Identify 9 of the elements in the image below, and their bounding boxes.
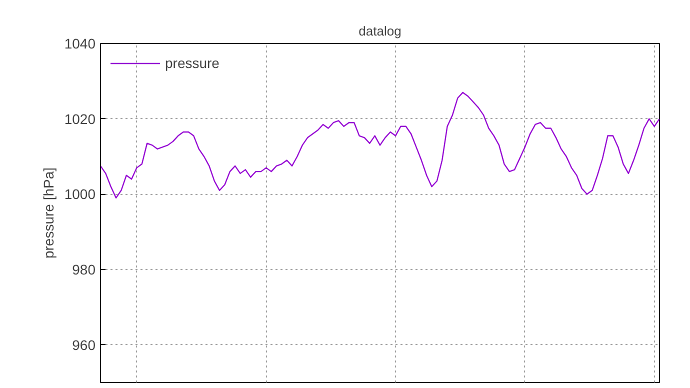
legend-label: pressure (165, 55, 220, 71)
line-series (100, 92, 660, 199)
y-axis-title: pressure [hPa] (40, 167, 56, 259)
chart-title: datalog (358, 24, 402, 38)
y-tick-label: 1020 (64, 110, 96, 127)
y-tick-label: 960 (72, 336, 96, 353)
y-tick-label: 1040 (64, 36, 96, 52)
y-tick-label: 980 (72, 262, 96, 278)
y-tick-label: 1000 (64, 186, 96, 202)
